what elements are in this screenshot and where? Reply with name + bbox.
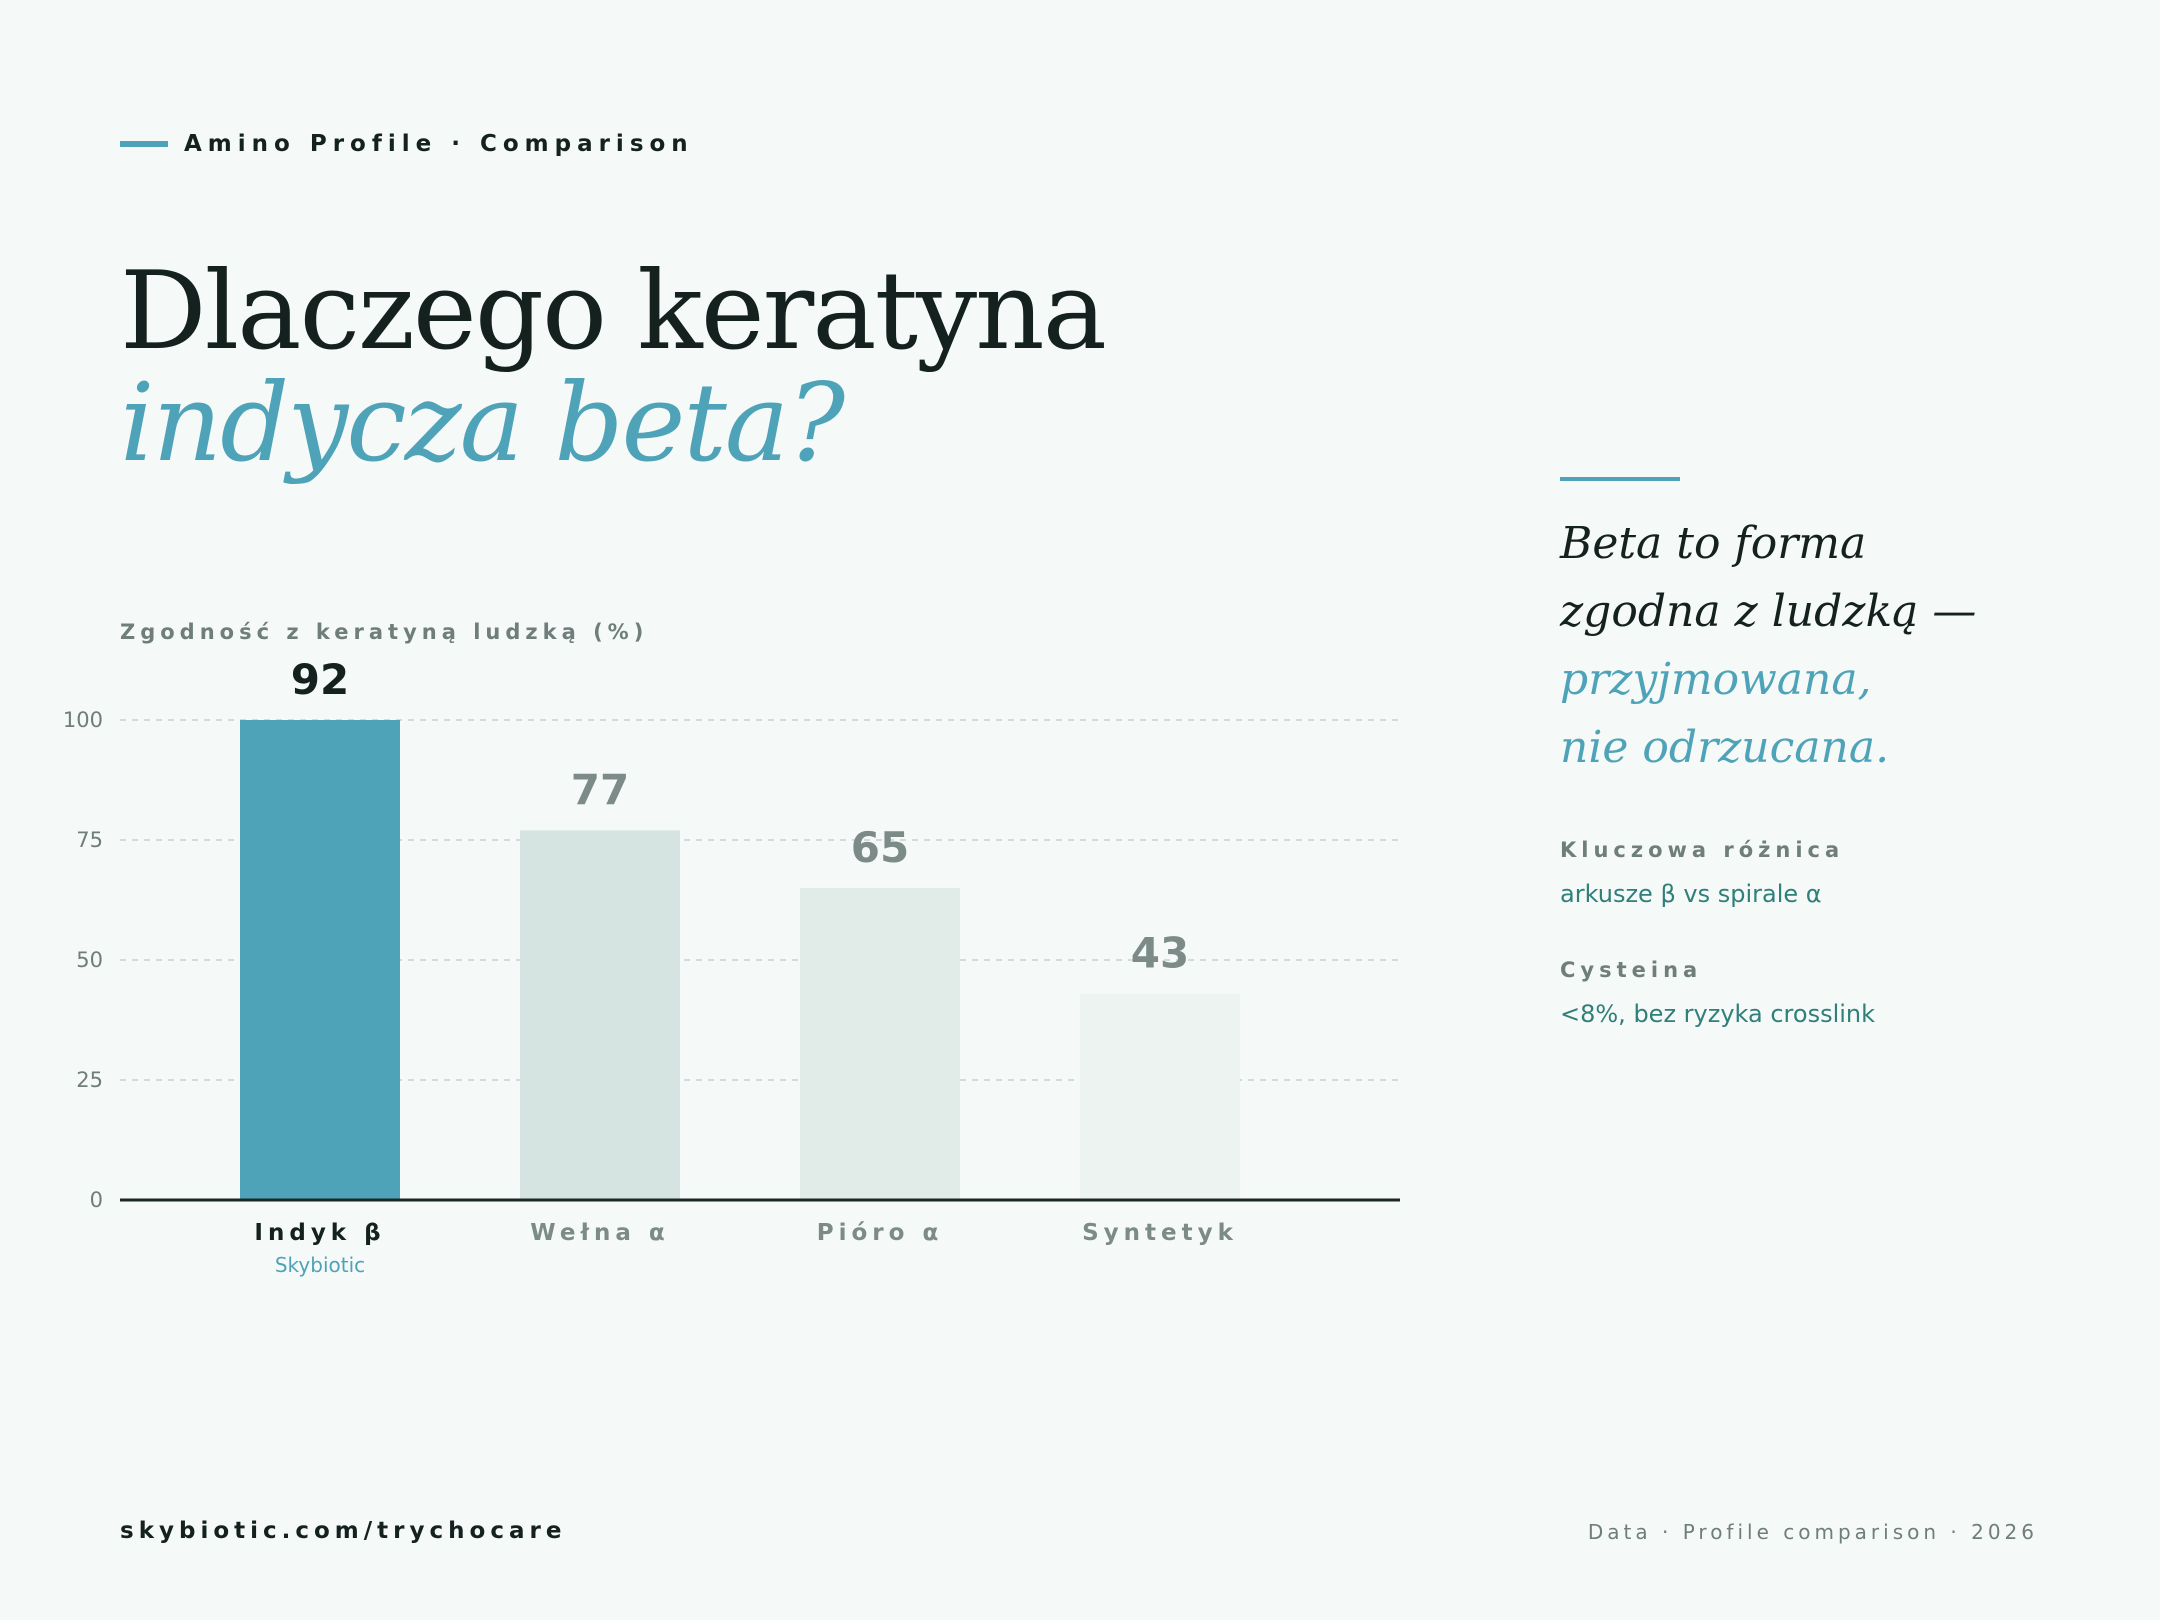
footer-url[interactable]: skybiotic.com/trychocare xyxy=(120,1518,567,1544)
eyebrow-rule xyxy=(120,141,168,147)
y-tick-label-25: 25 xyxy=(76,1068,103,1092)
bar-value-label-1: 92 xyxy=(291,655,349,704)
bar-value-label-3: 65 xyxy=(851,823,909,872)
headline: Dlaczego keratyna indycza beta? xyxy=(120,249,1107,486)
chart-axis-caption: Zgodność z keratyną ludzką (%) xyxy=(120,620,649,644)
fact-value-key-difference: arkusze β vs spirale α xyxy=(1560,880,1822,908)
x-category-label-3: Pióro α xyxy=(817,1220,944,1246)
bar-2 xyxy=(520,830,680,1200)
headline-line-2: indycza beta? xyxy=(120,361,845,486)
bar-value-label-4: 43 xyxy=(1131,929,1189,978)
bar-chart: 0 25 50 75 100 92 Indyk β Skybiotic 77 Wełna α 65 P… xyxy=(63,655,1400,1277)
quote-line-4: nie odrzucana. xyxy=(1560,722,1890,773)
eyebrow: Amino Profile · Comparison xyxy=(120,128,694,160)
y-tick-label-0: 0 xyxy=(90,1188,103,1212)
x-category-label-4: Syntetyk xyxy=(1082,1220,1238,1246)
bar-4 xyxy=(1080,993,1240,1200)
bar-3 xyxy=(800,888,960,1200)
side-rule xyxy=(1560,477,1680,481)
quote-line-2: zgodna z ludzką — xyxy=(1560,586,1977,637)
pull-quote: Beta to forma zgodna z ludzką — przyjmow… xyxy=(1560,510,2080,782)
x-category-sublabel-1: Skybiotic xyxy=(275,1253,365,1277)
eyebrow-text: Amino Profile · Comparison xyxy=(184,131,694,157)
fact-title-key-difference: Kluczowa różnica xyxy=(1560,838,1845,862)
quote-line-1: Beta to forma xyxy=(1560,518,1867,569)
quote-line-3: przyjmowana, xyxy=(1560,654,1872,705)
y-tick-label-50: 50 xyxy=(76,948,103,972)
fact-value-cysteine: <8%, bez ryzyka crosslink xyxy=(1560,1000,1876,1028)
x-category-label-2: Wełna α xyxy=(530,1220,669,1246)
fact-title-cysteine: Cysteina xyxy=(1560,958,1703,982)
headline-line-1: Dlaczego keratyna xyxy=(120,249,1107,374)
footer-meta: Data · Profile comparison · 2026 xyxy=(1587,1520,2038,1544)
y-tick-label-75: 75 xyxy=(76,828,103,852)
bar-value-label-2: 77 xyxy=(571,765,629,814)
x-category-label-1: Indyk β xyxy=(254,1220,385,1246)
y-tick-label-100: 100 xyxy=(63,708,103,732)
bar-1 xyxy=(240,720,400,1200)
